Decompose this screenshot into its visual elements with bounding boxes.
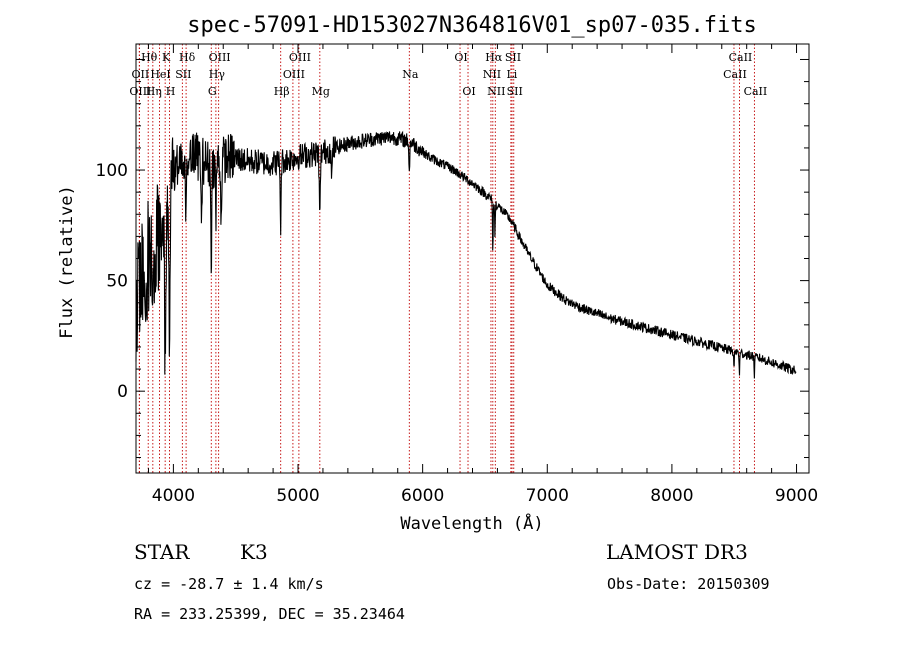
chart-title: spec-57091-HD153027N364816V01_sp07-035.f… [187,13,757,38]
object-class: STAR [134,540,190,564]
spectral-line-markers [138,44,755,473]
y-tick-label: 100 [96,161,128,181]
line-label: Hγ [209,68,226,81]
survey-name: LAMOST DR3 [606,540,748,564]
x-tick-label: 5000 [276,486,319,506]
axis-tick-labels: 4000 5000 6000 7000 8000 9000 0 50 100 [96,161,819,506]
x-tick-label: 8000 [650,486,693,506]
line-label: H [166,85,176,98]
axis-ticks [136,44,809,473]
line-label: OII [132,68,150,81]
line-label: SII [507,85,523,98]
line-label: Hη [146,85,162,98]
line-label: Hα [485,51,503,64]
line-label: OIII [283,68,305,81]
y-axis-label: Flux (relative) [57,185,77,339]
line-label: Hθ [141,51,158,64]
line-label: OI [454,51,467,64]
line-label: CaII [723,68,747,81]
line-label: NII [483,68,501,81]
obs-date-text: Obs-Date: 20150309 [607,575,770,593]
spectrum-line [135,130,797,379]
line-label: SII [175,68,191,81]
x-tick-label: 4000 [152,486,195,506]
line-label: Na [402,68,419,81]
line-label: OI [462,85,475,98]
line-label: G [208,85,217,98]
object-subclass: K3 [240,540,268,564]
line-label: OIII [129,85,151,98]
line-label: OIII [209,51,231,64]
line-label: NII [487,85,505,98]
line-label: Mg [312,85,330,98]
x-tick-label: 9000 [775,486,818,506]
spectral-line-labels: Hθ OII OIII K HeI Hη Hδ SII H OIII Hγ G OIII OIII Hβ Mg… [129,51,767,98]
line-label: CaII [729,51,753,64]
line-label: K [162,51,171,64]
coordinates-text: RA = 233.25399, DEC = 35.23464 [134,605,405,623]
y-tick-label: 0 [117,382,128,402]
line-label: Hβ [274,85,290,98]
line-label: SII [505,51,521,64]
x-axis-label: Wavelength (Å) [400,512,543,534]
y-tick-label: 50 [106,272,128,292]
line-label: Hδ [179,51,196,64]
redshift-text: cz = -28.7 ± 1.4 km/s [134,575,324,593]
line-label: HeI [150,68,170,81]
line-label: Li [506,68,517,81]
x-tick-label: 7000 [526,486,569,506]
x-tick-label: 6000 [401,486,444,506]
line-label: CaII [744,85,768,98]
line-label: OIII [289,51,311,64]
